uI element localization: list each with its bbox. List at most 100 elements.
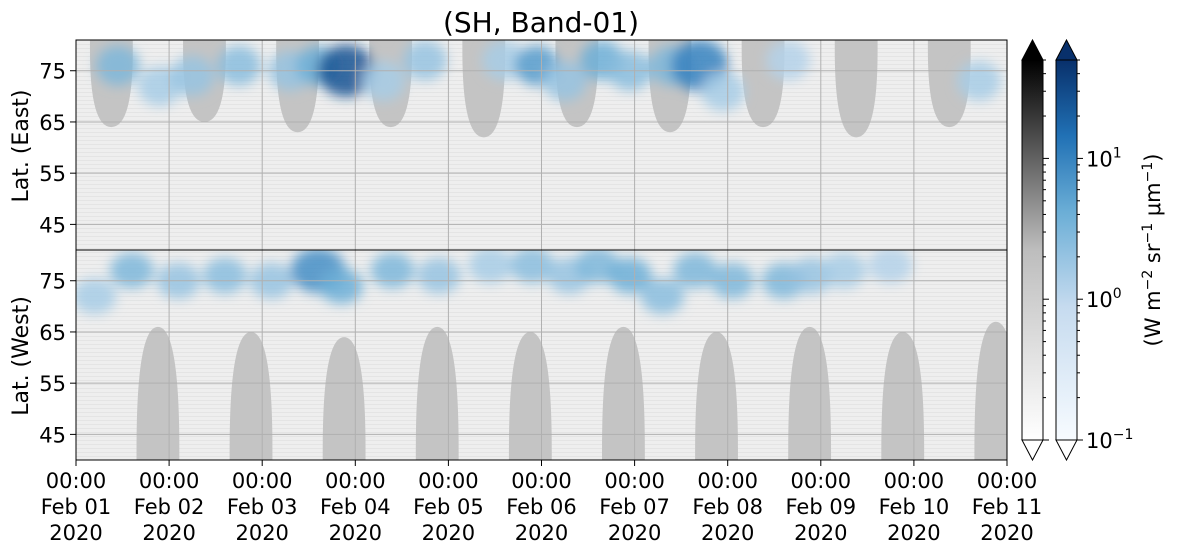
colorbar-gray-extend-max [1021, 38, 1044, 61]
no-data-region-east-8 [834, 40, 878, 138]
x-tick-label-4-2: 2020 [422, 521, 475, 545]
upper-y-tick-label-0: 45 [39, 213, 66, 237]
upper-y-ticks: 45 55 65 75 [39, 60, 76, 237]
lower-panel: 75 65 55 45 Lat. (West) [9, 249, 1008, 461]
colorbar-gray [1021, 38, 1044, 462]
x-tick-label-0-0: 00:00 [46, 469, 107, 493]
x-tick-label-3-2: 2020 [329, 521, 382, 545]
colorbar-gray-extend-min [1021, 439, 1044, 462]
aurora-blob-east-8 [403, 40, 448, 81]
x-tick-label-2-2: 2020 [235, 521, 288, 545]
no-data-region-west-9 [974, 321, 1007, 460]
x-tick-label-10-1: Feb 11 [972, 495, 1043, 519]
cb-tick-label-2: 101 [1086, 145, 1122, 171]
x-tick-label-7-1: Feb 08 [692, 495, 763, 519]
cb-tick-base-2: 10 [1086, 147, 1113, 171]
lower-y-tick-label-2: 55 [39, 372, 66, 396]
aurora-blob-east-16 [701, 71, 746, 112]
x-tick-label-8-0: 00:00 [791, 469, 852, 493]
x-tick-label-10-0: 00:00 [977, 469, 1038, 493]
upper-y-tick-label-3: 75 [39, 60, 66, 84]
x-tick-label-9-1: Feb 10 [879, 495, 950, 519]
x-tick-label-0-1: Feb 01 [41, 495, 112, 519]
lower-aurora-emission [76, 250, 913, 315]
aurora-blob-west-1 [109, 252, 154, 289]
lower-y-tick-label-0: 75 [39, 270, 66, 294]
colorbar-label-text: (W m [1141, 290, 1165, 346]
lower-y-tick-label-1: 65 [39, 321, 66, 345]
colorbar-label-sup1: −2 [1140, 270, 1156, 291]
aurora-blob-east-0 [95, 45, 140, 86]
colorbar-label-sup2: −1 [1140, 223, 1156, 244]
cb-tick-base-1: 10 [1086, 288, 1113, 312]
lower-y-tick-label-3: 45 [39, 423, 66, 447]
aurora-blob-west-0 [76, 278, 117, 315]
x-tick-label-1-2: 2020 [142, 521, 195, 545]
x-tick-label-9-2: 2020 [887, 521, 940, 545]
colorbar-label-text3: μm [1141, 182, 1165, 223]
x-tick-label-8-1: Feb 09 [786, 495, 857, 519]
aurora-blob-east-2 [170, 55, 215, 96]
no-data-region-east-9 [927, 40, 971, 128]
colorbar-label: (W m−2 sr−1 μm−1) [1140, 154, 1165, 347]
colorbar-label-text2: sr [1141, 243, 1165, 270]
chart-title: (SH, Band-01) [443, 6, 639, 39]
upper-panel: 45 55 65 75 Lat. (East) [9, 39, 1008, 251]
colorbar-label-close: ) [1141, 154, 1165, 162]
x-tick-label-6-0: 00:00 [604, 469, 665, 493]
x-tick-label-7-0: 00:00 [697, 469, 758, 493]
cb-tick-label-1: 100 [1086, 286, 1122, 312]
aurora-blob-east-17 [766, 40, 811, 81]
x-tick-label-5-2: 2020 [515, 521, 568, 545]
aurora-blob-west-6 [319, 267, 364, 304]
x-tick-label-7-2: 2020 [701, 521, 754, 545]
x-tick-label-1-1: Feb 02 [134, 495, 205, 519]
aurora-blob-west-3 [202, 257, 247, 294]
aurora-blob-west-9 [468, 250, 513, 284]
upper-y-tick-label-2: 65 [39, 111, 66, 135]
colorbar-blue-extend-max [1055, 38, 1078, 61]
aurora-blob-west-20 [868, 250, 913, 284]
aurora-blob-east-11 [542, 60, 587, 101]
aurora-blob-west-19 [822, 252, 867, 289]
cb-tick-exp-0: −1 [1113, 427, 1134, 443]
x-tick-label-1-0: 00:00 [139, 469, 200, 493]
x-tick-label-2-1: Feb 03 [227, 495, 298, 519]
cb-tick-label-0: 10−1 [1086, 427, 1133, 453]
upper-ylabel: Lat. (East) [9, 90, 34, 203]
colorbar-blue [1055, 38, 1078, 462]
x-tick-label-6-1: Feb 07 [599, 495, 670, 519]
upper-gridlines [76, 40, 1007, 250]
x-tick-label-4-1: Feb 05 [413, 495, 484, 519]
x-tick-label-3-1: Feb 04 [320, 495, 391, 519]
x-tick-label-9-0: 00:00 [884, 469, 945, 493]
lower-gridlines [76, 250, 1007, 460]
aurora-blob-west-15 [673, 252, 718, 289]
cb-tick-exp-2: 1 [1113, 145, 1122, 161]
x-tick-label-0-2: 2020 [49, 521, 102, 545]
colorbar-label-sup3: −1 [1140, 162, 1156, 183]
colorbar-blue-body [1055, 59, 1078, 441]
upper-y-tick-label-1: 55 [39, 162, 66, 186]
colorbar-gray-body [1021, 59, 1044, 441]
x-tick-label-8-2: 2020 [794, 521, 847, 545]
x-tick-label-10-2: 2020 [980, 521, 1033, 545]
aurora-blob-west-13 [607, 257, 652, 294]
aurora-blob-west-10 [510, 250, 555, 284]
cb-tick-exp-1: 0 [1113, 286, 1122, 302]
colorbar-blue-extend-min [1055, 439, 1078, 462]
x-tick-label-5-1: Feb 06 [506, 495, 577, 519]
aurora-blob-west-14 [640, 278, 685, 315]
aurora-blob-east-3 [216, 45, 261, 86]
aurora-blob-west-7 [370, 252, 415, 289]
x-tick-label-2-0: 00:00 [232, 469, 293, 493]
aurora-blob-west-8 [417, 257, 462, 294]
x-tick-label-4-0: 00:00 [418, 469, 479, 493]
cb-tick-base-0: 10 [1086, 429, 1113, 453]
lower-y-ticks: 75 65 55 45 [39, 270, 76, 447]
aurora-blob-east-18 [957, 60, 1002, 101]
aurora-blob-east-7 [361, 60, 406, 101]
